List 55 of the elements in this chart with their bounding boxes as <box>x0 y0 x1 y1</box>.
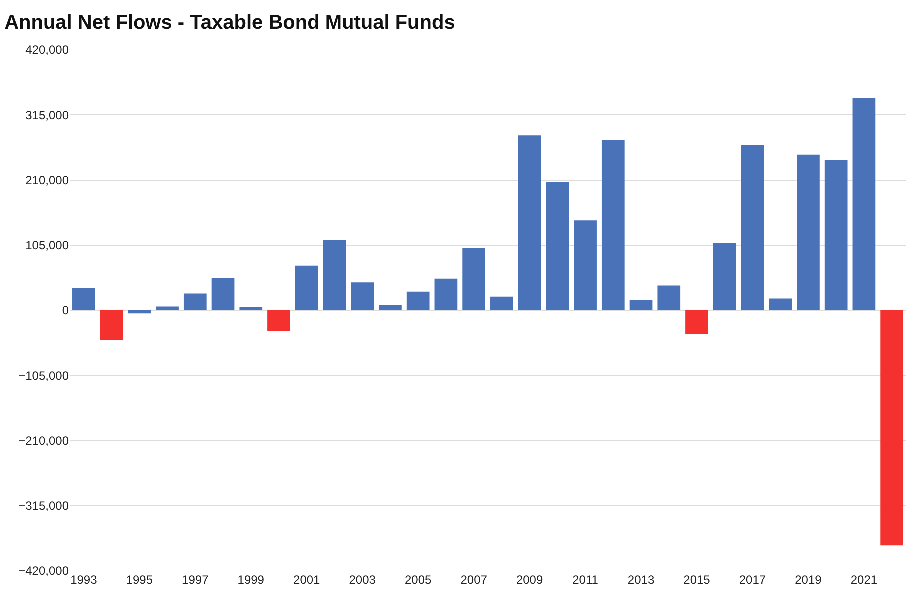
bar <box>379 306 402 310</box>
bar <box>630 300 653 310</box>
bar <box>406 292 430 310</box>
bar <box>490 296 514 310</box>
x-tick-label: 2021 <box>850 573 878 587</box>
x-tick-label: 2019 <box>795 573 822 587</box>
bar <box>268 310 290 331</box>
bar <box>156 306 179 310</box>
bar <box>741 146 764 310</box>
x-tick-label: 2007 <box>460 573 488 587</box>
bar <box>686 310 708 334</box>
x-tick-label: 1999 <box>238 573 265 587</box>
x-tick-label: 2003 <box>349 573 376 587</box>
y-tick-label: 105,000 <box>26 238 70 253</box>
bar <box>72 288 96 310</box>
bar <box>713 244 736 310</box>
x-tick-label: 2001 <box>294 573 321 587</box>
bar <box>518 136 542 310</box>
bar <box>852 98 876 310</box>
x-tick-label: 2005 <box>404 573 432 587</box>
y-tick-label: 420,000 <box>26 43 70 58</box>
bar <box>880 310 904 546</box>
x-tick-label: 1997 <box>182 573 210 587</box>
bar <box>100 310 124 340</box>
bar <box>574 220 597 310</box>
bar <box>295 266 318 310</box>
bar <box>240 307 263 310</box>
x-tick-label: 2017 <box>739 573 766 587</box>
bar <box>546 182 570 310</box>
x-tick-label: 2009 <box>516 573 544 587</box>
bar <box>658 286 681 310</box>
bar <box>824 160 848 310</box>
chart-title: Annual Net Flows - Taxable Bond Mutual Funds <box>4 12 456 34</box>
x-tick-label: 1995 <box>126 573 154 587</box>
x-tick-label: 2015 <box>684 573 711 587</box>
y-tick-label: −210,000 <box>18 434 70 448</box>
y-tick-label: −105,000 <box>18 368 70 383</box>
y-tick-label: 0 <box>62 304 70 318</box>
bar <box>434 278 458 310</box>
y-tick-label: −420,000 <box>18 564 70 578</box>
bar <box>462 248 486 310</box>
x-tick-label: 2011 <box>572 573 599 587</box>
bar <box>128 310 152 314</box>
x-tick-label: 1993 <box>70 573 98 587</box>
bar <box>797 154 820 310</box>
bar <box>351 282 374 310</box>
bar <box>323 240 346 310</box>
y-tick-label: 315,000 <box>26 108 70 122</box>
y-tick-label: −315,000 <box>18 499 70 514</box>
bar <box>184 294 207 310</box>
x-tick-label: 2013 <box>628 573 655 587</box>
bar <box>602 140 625 310</box>
y-tick-label: 210,000 <box>26 173 70 188</box>
bar <box>769 298 792 310</box>
bar <box>212 278 235 310</box>
